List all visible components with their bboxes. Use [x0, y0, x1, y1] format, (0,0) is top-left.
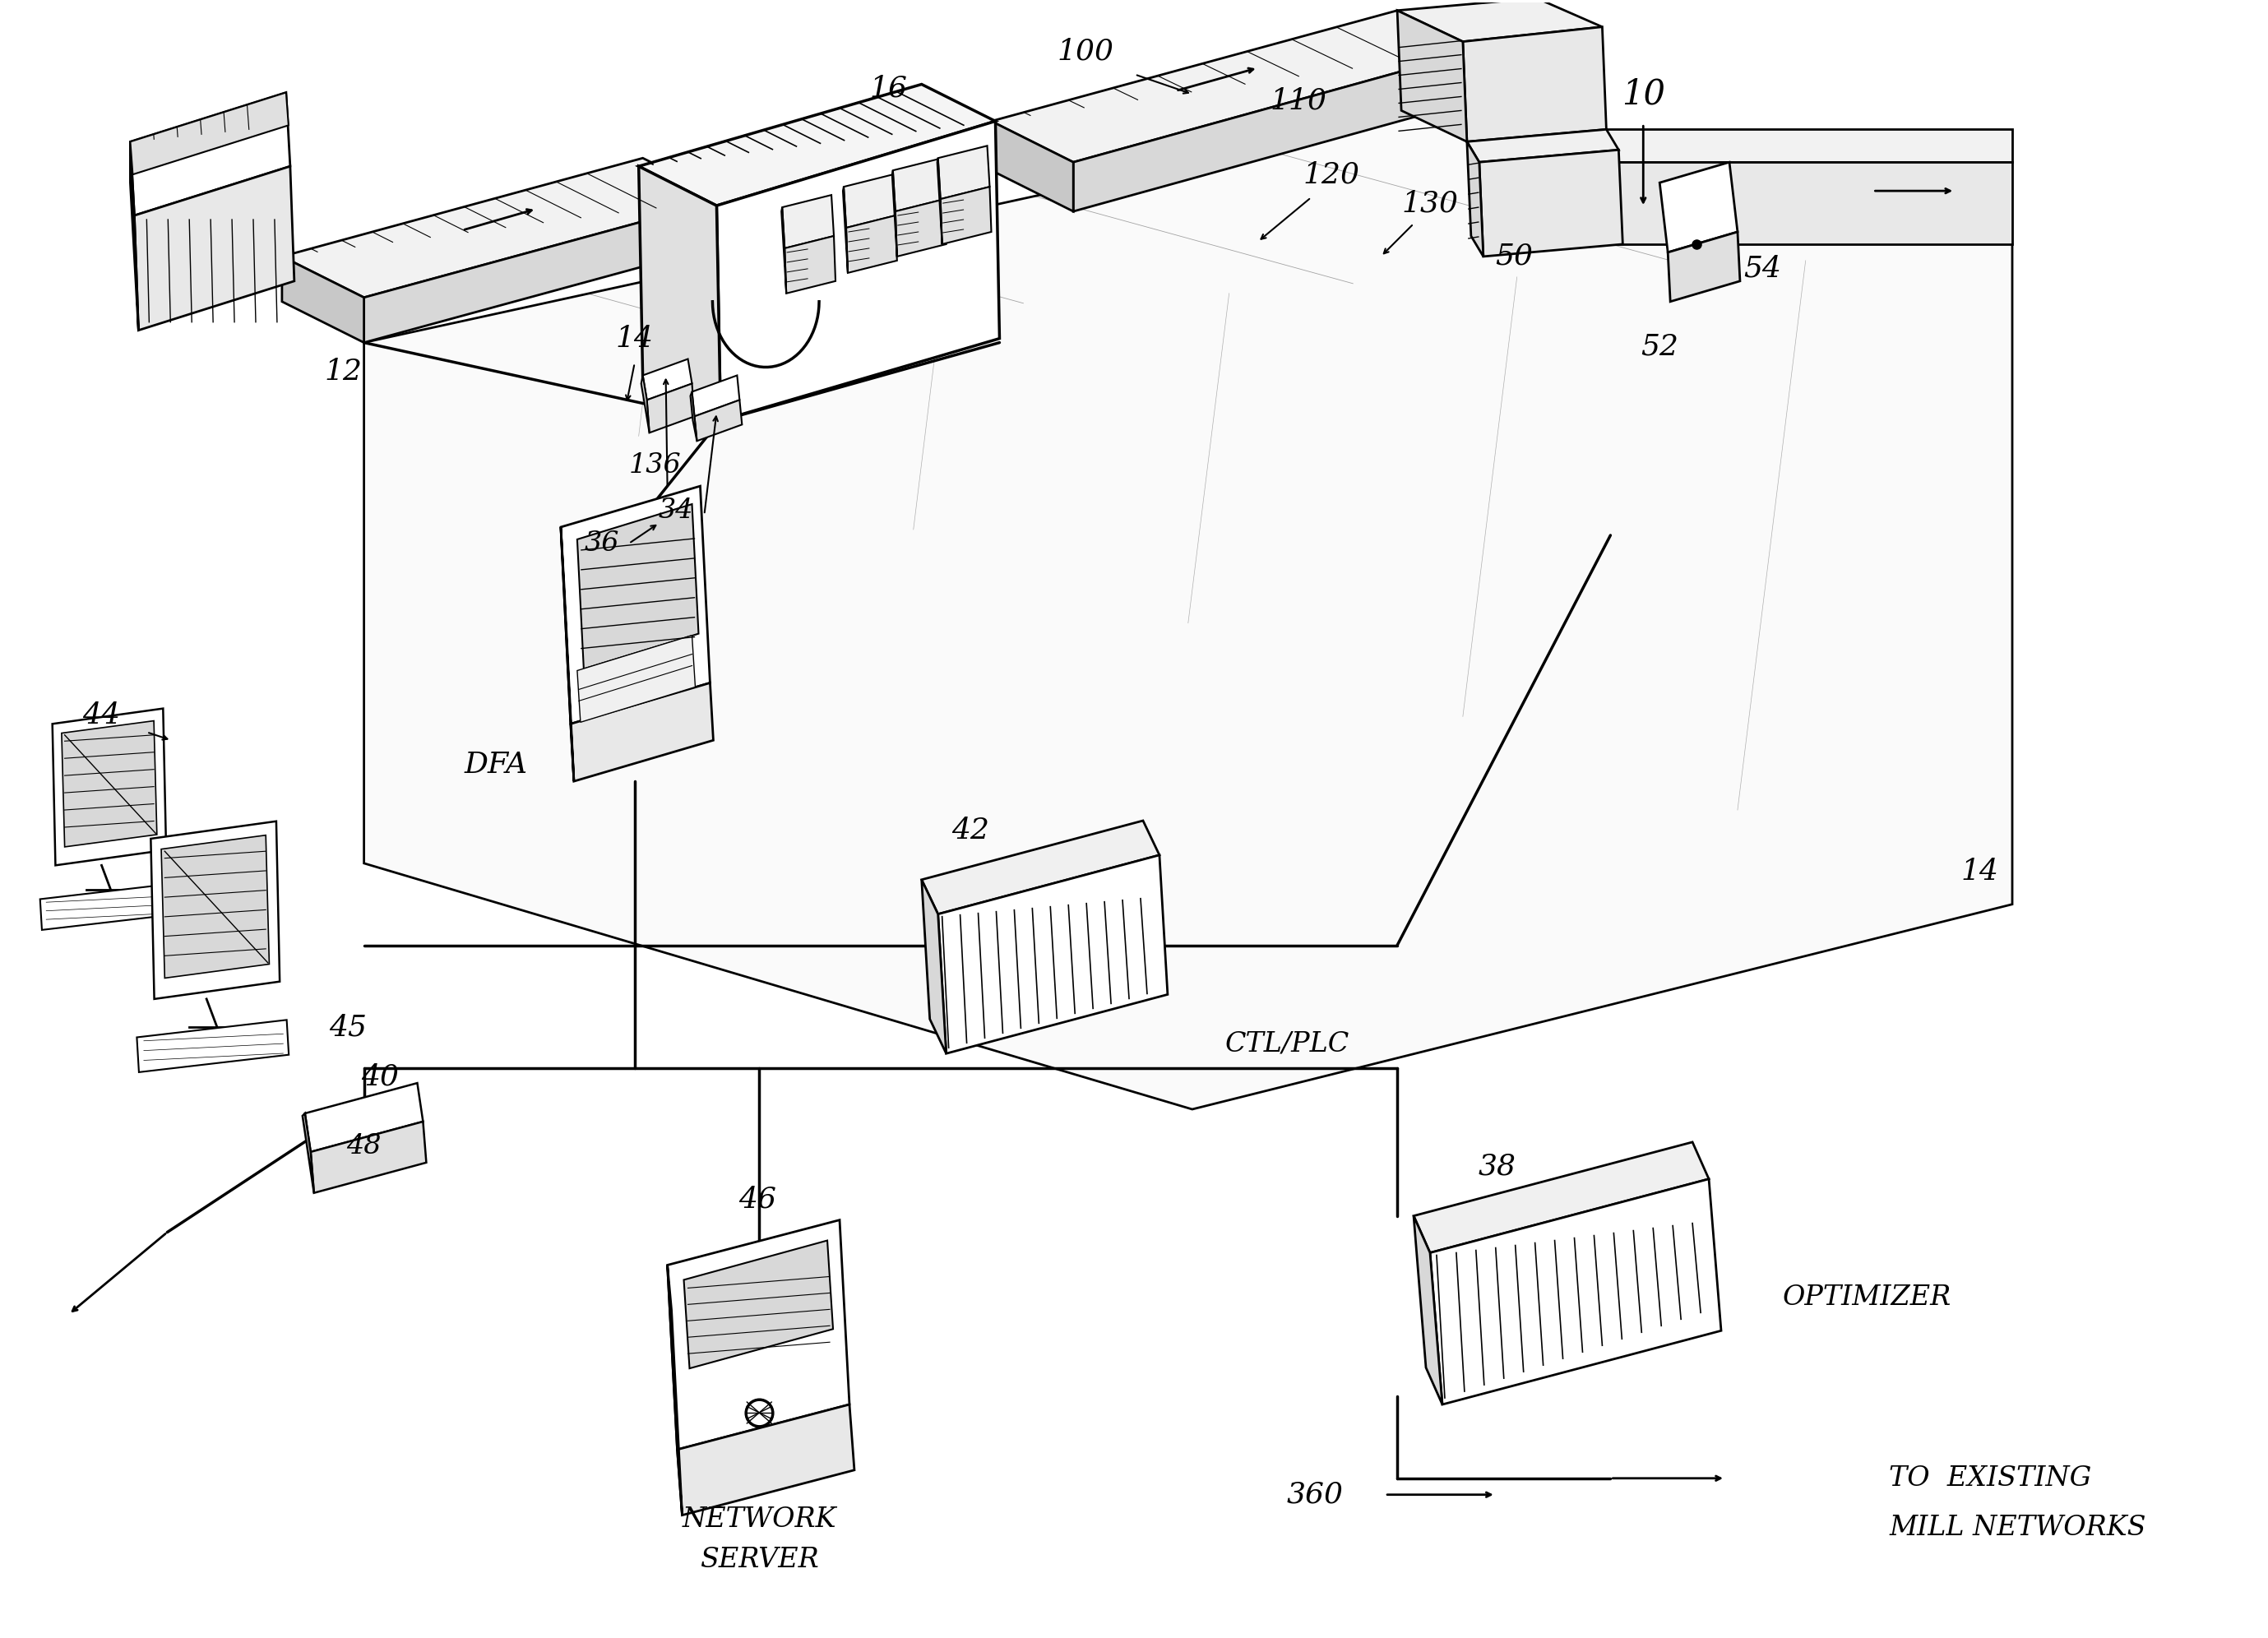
Polygon shape: [642, 359, 692, 400]
Text: 46: 46: [739, 1186, 776, 1214]
Polygon shape: [1467, 129, 1619, 162]
Polygon shape: [576, 636, 696, 722]
Polygon shape: [363, 200, 726, 342]
Polygon shape: [991, 121, 1073, 211]
Polygon shape: [1601, 129, 2012, 162]
Polygon shape: [692, 375, 739, 416]
Polygon shape: [678, 1404, 855, 1515]
Text: 42: 42: [953, 816, 989, 845]
Text: OPTIMIZER: OPTIMIZER: [1783, 1284, 1950, 1310]
Polygon shape: [921, 880, 946, 1053]
Polygon shape: [1073, 49, 1479, 211]
Polygon shape: [129, 92, 288, 175]
Polygon shape: [560, 486, 710, 724]
Text: 16: 16: [871, 74, 907, 102]
Polygon shape: [896, 200, 946, 257]
Text: 40: 40: [361, 1063, 399, 1091]
Text: 54: 54: [1744, 256, 1780, 283]
Polygon shape: [689, 391, 696, 441]
Polygon shape: [921, 821, 1159, 914]
Polygon shape: [717, 121, 1000, 421]
Polygon shape: [311, 1122, 426, 1192]
Text: 34: 34: [658, 498, 694, 524]
Text: 50: 50: [1495, 242, 1533, 270]
Polygon shape: [576, 505, 699, 668]
Polygon shape: [41, 885, 175, 930]
Text: 45: 45: [329, 1014, 367, 1042]
Polygon shape: [844, 175, 896, 228]
Polygon shape: [782, 208, 787, 293]
Polygon shape: [560, 527, 574, 781]
Text: 12: 12: [324, 357, 363, 385]
Text: 36: 36: [585, 531, 619, 557]
Polygon shape: [281, 257, 363, 342]
Polygon shape: [1397, 0, 1601, 41]
Text: 14: 14: [615, 324, 653, 352]
Text: 120: 120: [1304, 161, 1361, 188]
Text: 130: 130: [1402, 190, 1458, 218]
Polygon shape: [1431, 1179, 1721, 1404]
Polygon shape: [52, 709, 166, 865]
Polygon shape: [683, 1240, 832, 1368]
Polygon shape: [304, 1083, 424, 1152]
Polygon shape: [1667, 233, 1740, 301]
Polygon shape: [991, 10, 1479, 162]
Polygon shape: [129, 92, 290, 216]
Polygon shape: [667, 1265, 683, 1515]
Polygon shape: [302, 1114, 313, 1192]
Text: SERVER: SERVER: [701, 1548, 819, 1574]
Text: 360: 360: [1286, 1481, 1343, 1509]
Polygon shape: [1467, 141, 1483, 257]
Text: NETWORK: NETWORK: [683, 1505, 837, 1533]
Polygon shape: [937, 159, 941, 244]
Polygon shape: [572, 683, 714, 781]
Polygon shape: [134, 167, 295, 331]
Polygon shape: [782, 195, 835, 249]
Polygon shape: [646, 383, 694, 432]
Text: 14: 14: [1960, 858, 1998, 886]
Text: CTL/PLC: CTL/PLC: [1225, 1030, 1349, 1057]
Polygon shape: [785, 236, 835, 293]
Polygon shape: [1413, 1142, 1708, 1253]
Polygon shape: [136, 1020, 288, 1073]
Polygon shape: [61, 721, 156, 847]
Polygon shape: [694, 400, 742, 441]
Polygon shape: [1413, 1215, 1442, 1404]
Text: 38: 38: [1479, 1153, 1517, 1181]
Polygon shape: [941, 187, 991, 244]
Text: 10: 10: [1622, 77, 1665, 111]
Polygon shape: [1463, 26, 1606, 141]
Polygon shape: [939, 146, 989, 200]
Polygon shape: [1660, 162, 1737, 252]
Text: 110: 110: [1270, 87, 1327, 115]
Polygon shape: [363, 98, 2012, 1109]
Polygon shape: [129, 141, 138, 331]
Text: 44: 44: [82, 701, 120, 729]
Text: TO  EXISTING: TO EXISTING: [1889, 1464, 2091, 1492]
Polygon shape: [640, 167, 721, 421]
Polygon shape: [161, 835, 270, 978]
Text: MILL NETWORKS: MILL NETWORKS: [1889, 1514, 2146, 1541]
Polygon shape: [1601, 162, 2012, 244]
Polygon shape: [281, 159, 726, 298]
Polygon shape: [939, 855, 1168, 1053]
Text: DFA: DFA: [465, 750, 528, 778]
Polygon shape: [1397, 10, 1467, 141]
Polygon shape: [1479, 151, 1622, 257]
Polygon shape: [846, 216, 898, 274]
Polygon shape: [844, 187, 848, 274]
Text: 136: 136: [628, 452, 680, 478]
Text: 52: 52: [1640, 333, 1678, 360]
Polygon shape: [640, 84, 996, 206]
Text: 100: 100: [1057, 38, 1114, 66]
Polygon shape: [894, 159, 943, 211]
Polygon shape: [150, 821, 279, 999]
Polygon shape: [642, 375, 649, 432]
Polygon shape: [667, 1220, 850, 1450]
Text: 48: 48: [347, 1133, 381, 1160]
Polygon shape: [891, 170, 898, 257]
